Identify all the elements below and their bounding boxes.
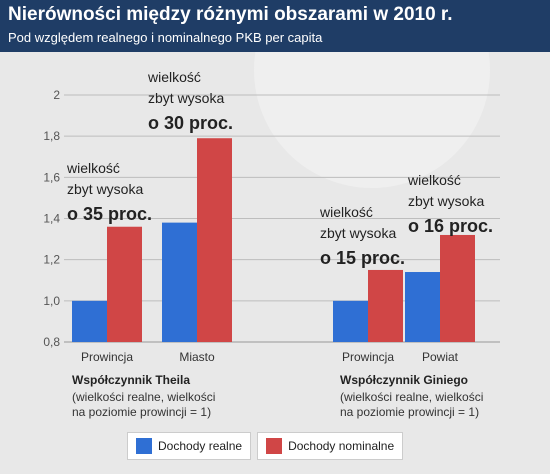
y-tick-label: 2 xyxy=(53,88,60,102)
annotation-line: zbyt wysoka xyxy=(408,193,484,209)
annotation-line: wielkość xyxy=(407,172,461,188)
group-subtitle: na poziomie prowincji = 1) xyxy=(340,405,479,419)
bar-nominal-4 xyxy=(440,234,475,342)
bar-real-3 xyxy=(333,300,368,342)
bar-nominal-2 xyxy=(197,138,232,342)
annotation-line: zbyt wysoka xyxy=(148,90,224,106)
annotation-line: zbyt wysoka xyxy=(320,225,396,241)
annotation-line: wielkość xyxy=(147,69,201,85)
y-tick-label: 0,8 xyxy=(43,335,60,349)
chart-title: Nierówności między różnymi obszarami w 2… xyxy=(8,4,453,25)
bar-nominal-3 xyxy=(368,269,403,342)
legend: Dochody realne Dochody nominalne xyxy=(127,432,404,460)
annotation-value: o 15 proc. xyxy=(320,248,405,268)
bar-real-4 xyxy=(405,272,440,342)
annotation-value: o 30 proc. xyxy=(148,113,233,133)
group-subtitle: na poziomie prowincji = 1) xyxy=(72,405,211,419)
legend-item-real: Dochody realne xyxy=(127,432,252,460)
group-subtitle: (wielkości realne, wielkości xyxy=(340,390,483,404)
legend-swatch-nominal xyxy=(266,438,283,454)
y-tick-label: 1,0 xyxy=(43,294,60,308)
chart-subtitle: Pod względem realnego i nominalnego PKB … xyxy=(8,30,323,45)
category-label: Miasto xyxy=(179,350,215,364)
legend-label-nominal: Dochody nominalne xyxy=(288,439,395,453)
header-bar: Nierówności między różnymi obszarami w 2… xyxy=(0,0,550,52)
bar-nominal-1 xyxy=(107,226,142,342)
category-label: Prowincja xyxy=(81,350,133,364)
category-label: Prowincja xyxy=(342,350,394,364)
legend-swatch-real xyxy=(136,438,152,454)
y-tick-label: 1,6 xyxy=(43,170,60,184)
annotation-line: zbyt wysoka xyxy=(67,181,143,197)
bar-real-1 xyxy=(72,300,107,342)
annotation-value: o 35 proc. xyxy=(67,204,152,224)
legend-label-real: Dochody realne xyxy=(158,439,243,453)
group-title: Współczynnik Theila xyxy=(72,373,190,387)
bar-real-2 xyxy=(162,222,197,342)
annotation-line: wielkość xyxy=(319,204,373,220)
annotation-line: wielkość xyxy=(66,160,120,176)
y-tick-label: 1,2 xyxy=(43,253,60,267)
y-tick-label: 1,4 xyxy=(43,212,60,226)
group-title: Współczynnik Giniego xyxy=(340,373,468,387)
legend-item-nominal: Dochody nominalne xyxy=(257,432,404,460)
y-tick-label: 1,8 xyxy=(43,129,60,143)
category-label: Powiat xyxy=(422,350,459,364)
annotation-value: o 16 proc. xyxy=(408,216,493,236)
group-subtitle: (wielkości realne, wielkości xyxy=(72,390,215,404)
